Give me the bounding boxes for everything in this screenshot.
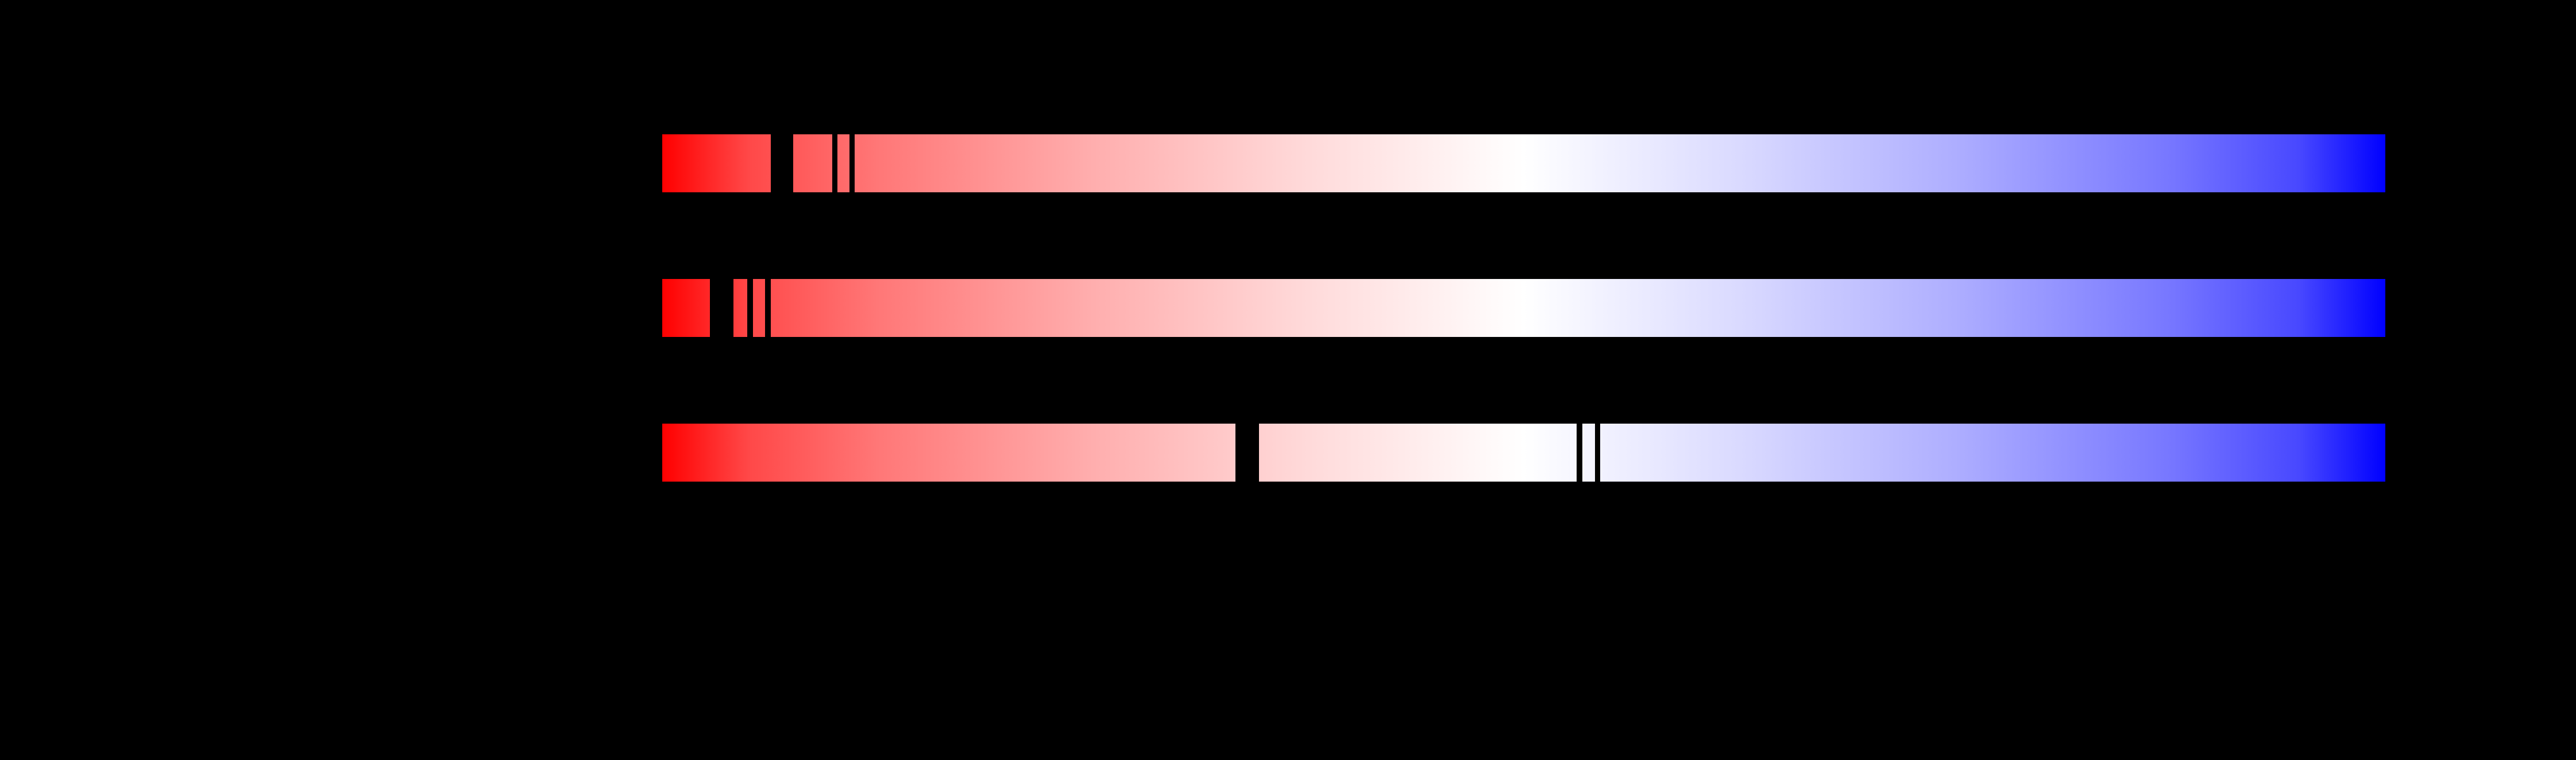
tick-mark	[1595, 424, 1600, 482]
gradient-strip-2	[662, 279, 2385, 337]
tick-mark	[765, 279, 771, 337]
gradient-strip-1	[662, 134, 2385, 192]
tick-mark	[747, 279, 753, 337]
tick-mark	[1577, 424, 1582, 482]
tick-mark	[771, 134, 793, 192]
gradient-strip-3	[662, 424, 2385, 482]
tick-mark	[849, 134, 855, 192]
tick-mark	[710, 279, 733, 337]
tick-mark	[832, 134, 837, 192]
tick-mark	[1235, 424, 1259, 482]
